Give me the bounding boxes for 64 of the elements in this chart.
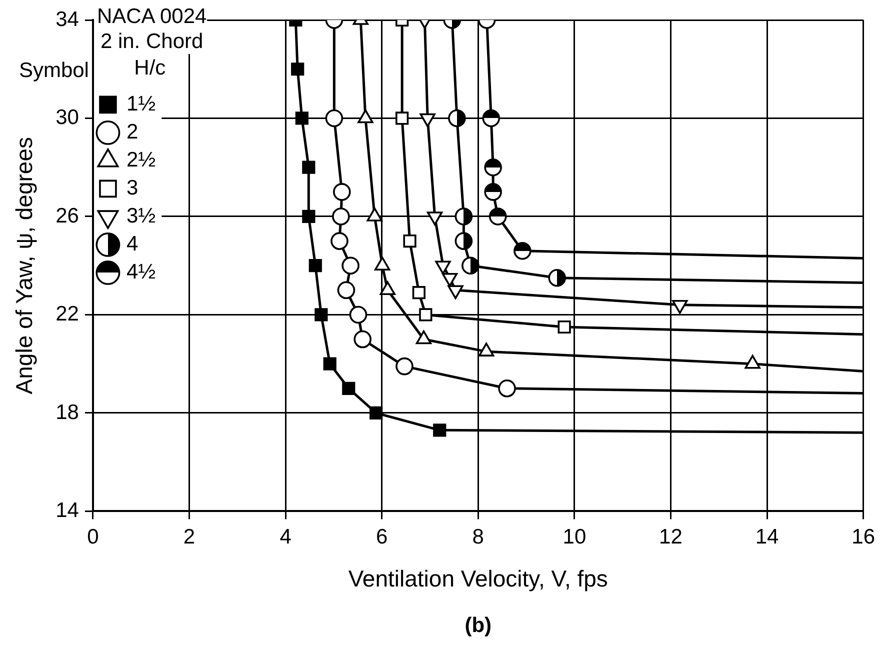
legend-label: 1½ <box>126 92 156 116</box>
x-tick-label: 0 <box>87 526 99 549</box>
y-tick-label: 34 <box>56 8 80 31</box>
point <box>403 234 416 248</box>
point <box>433 424 446 437</box>
point <box>354 330 372 348</box>
point <box>332 208 350 226</box>
point <box>314 308 328 322</box>
x-tick-label: 12 <box>659 526 682 549</box>
y-tick-label: 26 <box>56 204 79 228</box>
annotation: NACA 0024 <box>96 4 207 29</box>
text: (b) <box>464 614 492 637</box>
point <box>295 112 308 125</box>
x-tick-label: 16 <box>852 526 875 549</box>
point <box>448 109 466 128</box>
legend-label: 3½ <box>126 204 156 228</box>
point <box>498 380 516 398</box>
x-tick-label: 8 <box>472 526 484 549</box>
point <box>302 210 316 224</box>
y-tick-label: 30 <box>56 106 79 130</box>
legend-title: H/c <box>134 56 166 80</box>
annotation: 2 in. Chord <box>99 29 204 54</box>
point <box>302 160 316 174</box>
point <box>342 382 356 395</box>
point <box>558 320 571 334</box>
y-tick-label: 18 <box>56 400 79 424</box>
point <box>308 259 322 272</box>
point <box>462 256 480 274</box>
point <box>396 112 409 125</box>
point <box>488 208 507 226</box>
legend-label: 2 <box>126 120 138 144</box>
point <box>332 183 351 201</box>
point <box>484 158 502 176</box>
point <box>454 208 473 226</box>
text: Symbol <box>18 58 89 83</box>
x-tick-label: 6 <box>376 526 388 549</box>
x-axis-title: Ventilation Velocity, V, fps <box>348 566 608 592</box>
point <box>349 306 368 324</box>
x-tick-label: 2 <box>183 526 196 549</box>
legend-label: 4½ <box>126 260 156 284</box>
point <box>548 268 566 287</box>
point <box>323 357 336 370</box>
legend-label: 4 <box>126 232 138 256</box>
y-axis-title: Angle of Yaw, ψ, degrees <box>11 136 38 394</box>
point <box>454 232 473 250</box>
y-tick-label: 14 <box>56 498 80 522</box>
x-tick-label: 10 <box>562 526 586 549</box>
legend-label: 2½ <box>126 148 156 172</box>
point <box>484 183 502 201</box>
point <box>419 308 432 322</box>
point <box>325 109 344 128</box>
point <box>337 281 356 300</box>
point <box>291 62 304 76</box>
point <box>514 242 532 260</box>
point <box>370 406 383 420</box>
point <box>342 256 360 274</box>
point <box>396 357 414 376</box>
y-tick-label: 22 <box>56 302 79 326</box>
x-tick-label: 14 <box>755 526 780 549</box>
x-tick-label: 4 <box>280 526 292 549</box>
point <box>482 109 500 128</box>
legend-label: 3 <box>126 176 138 200</box>
point <box>412 286 426 300</box>
point <box>330 232 348 250</box>
